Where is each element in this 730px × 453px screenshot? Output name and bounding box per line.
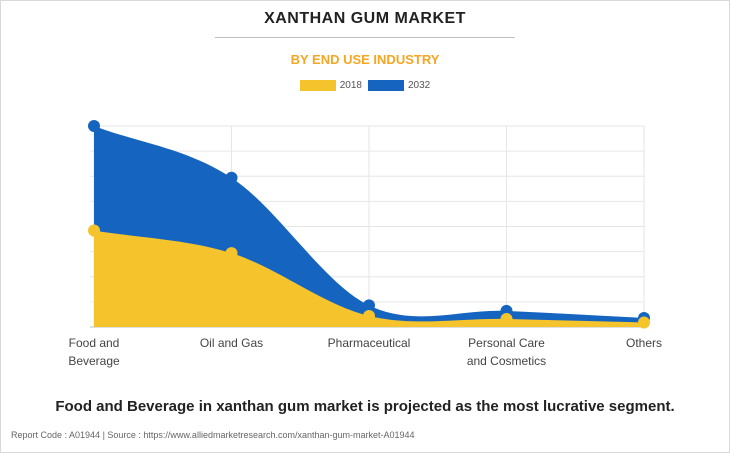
- data-point-2018[interactable]: [363, 309, 375, 322]
- data-point-2018[interactable]: [225, 247, 238, 260]
- legend-swatch-2018: [299, 80, 336, 91]
- data-point-2032[interactable]: [363, 299, 375, 312]
- x-tick-label: Food and Beverage: [68, 336, 120, 368]
- data-points: [88, 120, 650, 329]
- data-point-2018[interactable]: [500, 312, 513, 325]
- legend-item-2032[interactable]: 2032: [368, 80, 430, 91]
- legend-item-2018[interactable]: 2018: [299, 80, 362, 91]
- chart-footnote: Food and Beverage in xanthan gum market …: [55, 398, 675, 415]
- x-tick-label: Oil and Gas: [199, 336, 264, 350]
- data-point-2032[interactable]: [88, 120, 100, 132]
- legend-swatch-2032: [368, 80, 404, 91]
- data-point-2018[interactable]: [88, 224, 100, 237]
- chart-subtitle: BY END USE INDUSTRY: [290, 52, 440, 67]
- x-tick-label: Personal Care and Cosmetics: [466, 336, 547, 368]
- legend-label-2018: 2018: [339, 80, 362, 91]
- data-point-2018[interactable]: [638, 316, 650, 329]
- x-tick-label: Others: [625, 336, 663, 350]
- source-citation: Report Code : A01944 | Source : https://…: [11, 430, 415, 440]
- legend-label-2032: 2032: [408, 80, 431, 91]
- title-divider: [215, 37, 515, 38]
- chart-title: XANTHAN GUM MARKET: [264, 10, 466, 27]
- chart-legend: 2018 2032: [0, 80, 730, 91]
- x-tick-label: Pharmaceutical: [327, 336, 411, 350]
- data-point-2032[interactable]: [225, 171, 238, 184]
